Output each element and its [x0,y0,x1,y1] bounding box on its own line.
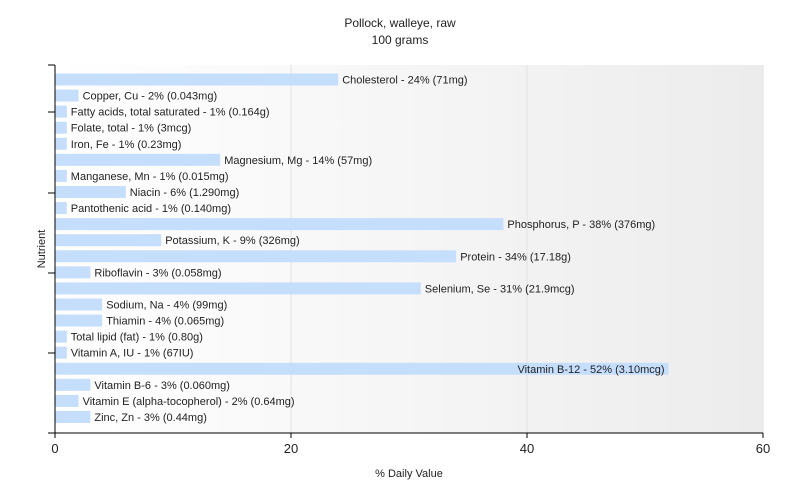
x-tick-label: 0 [51,441,58,456]
bar [55,137,67,150]
bar-label: Phosphorus, P - 38% (376mg) [507,219,655,231]
bar-label: Fatty acids, total saturated - 1% (0.164… [71,107,270,119]
bar [55,169,67,182]
bar-label: Vitamin B-6 - 3% (0.060mg) [94,380,230,392]
bar-label: Potassium, K - 9% (326mg) [165,235,300,247]
x-tick-label: 20 [284,441,298,456]
plot-background [55,65,763,433]
bar [55,105,67,118]
bar-label: Cholesterol - 24% (71mg) [342,75,467,87]
bar [55,298,103,311]
bar-label: Vitamin B-12 - 52% (3.10mcg) [517,364,664,376]
bar [55,89,79,102]
bar [55,282,421,295]
bar [55,185,126,198]
bars [55,73,669,423]
chart-title: Pollock, walleye, raw [344,16,456,30]
y-axis-title: Nutrient [36,230,48,269]
axes: 0 20 40 60 [48,64,770,456]
bar-labels: Cholesterol - 24% (71mg) Copper, Cu - 2% … [71,75,665,424]
bar-label: Manganese, Mn - 1% (0.015mg) [71,171,229,183]
bar-label: Zinc, Zn - 3% (0.44mg) [94,412,206,424]
bar-label: Sodium, Na - 4% (99mg) [106,299,227,311]
bar [55,266,91,279]
chart-subtitle: 100 grams [372,33,429,47]
bar [55,202,67,215]
bar-label: Selenium, Se - 31% (21.9mcg) [425,283,575,295]
bar [55,378,91,391]
bar-label: Pantothenic acid - 1% (0.140mg) [71,203,231,215]
x-axis-title: % Daily Value [375,468,443,480]
bar-label: Folate, total - 1% (3mcg) [71,123,191,135]
x-tick-label: 60 [756,441,770,456]
bar [55,73,339,86]
x-tick-label: 40 [520,441,534,456]
bar [55,314,103,327]
bar-label: Vitamin E (alpha-tocopherol) - 2% (0.64m… [83,396,295,408]
bar-label: Riboflavin - 3% (0.058mg) [94,267,221,279]
bar-label: Vitamin A, IU - 1% (67IU) [71,348,194,360]
bar-label: Total lipid (fat) - 1% (0.80g) [71,332,203,344]
bar-label: Niacin - 6% (1.290mg) [130,187,239,199]
bar [55,234,162,247]
bar [55,218,504,231]
bar-label: Thiamin - 4% (0.065mg) [106,316,224,328]
bar [55,410,91,423]
bar-label: Copper, Cu - 2% (0.043mg) [83,91,218,103]
bar [55,121,67,134]
bar [55,250,457,263]
bar-label: Iron, Fe - 1% (0.23mg) [71,139,182,151]
bar [55,346,67,359]
bar-label: Magnesium, Mg - 14% (57mg) [224,155,372,167]
bar [55,394,79,407]
bar [55,153,221,166]
bar [55,330,67,343]
bar [55,362,669,375]
bar-label: Protein - 34% (17.18g) [460,251,571,263]
